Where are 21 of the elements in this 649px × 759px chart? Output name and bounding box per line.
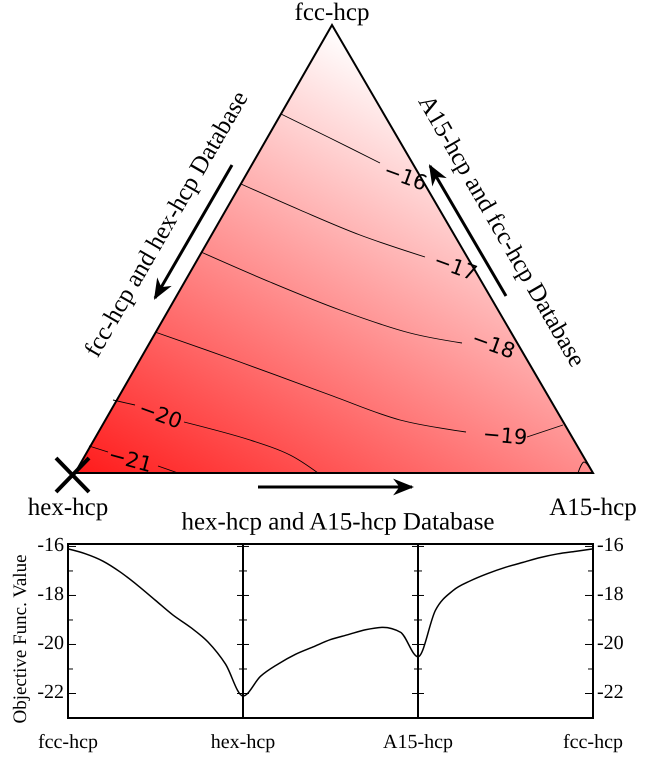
category-label: A15-hcp bbox=[549, 494, 637, 521]
category-label: hex-hcp bbox=[28, 494, 108, 521]
category-label: fcc-hcp bbox=[294, 0, 370, 26]
y2-tick-label: -16 bbox=[597, 534, 624, 556]
x-tick-label: hex-hcp bbox=[210, 731, 276, 753]
y-axis-title: Objective Func. Value bbox=[10, 554, 31, 724]
y2-tick-label: -20 bbox=[597, 632, 624, 654]
text: −20 bbox=[135, 396, 186, 434]
x-tick-label: A15-hcp bbox=[383, 731, 453, 753]
text: −19 bbox=[482, 422, 528, 450]
y-tick-label: -16 bbox=[37, 534, 64, 556]
text: hex-hcp and A15-hcp Database bbox=[181, 508, 495, 536]
y-tick-label: -22 bbox=[37, 681, 64, 704]
x-tick-label: fcc-hcp bbox=[38, 731, 98, 753]
y2-tick-label: -18 bbox=[597, 583, 624, 606]
y2-tick-label: -22 bbox=[597, 681, 624, 704]
text: −21 bbox=[106, 442, 155, 478]
x-tick-label: fcc-hcp bbox=[563, 731, 623, 753]
y-tick-label: -18 bbox=[37, 583, 64, 606]
y-tick-label: -20 bbox=[37, 632, 64, 654]
text: −18 bbox=[468, 326, 518, 364]
